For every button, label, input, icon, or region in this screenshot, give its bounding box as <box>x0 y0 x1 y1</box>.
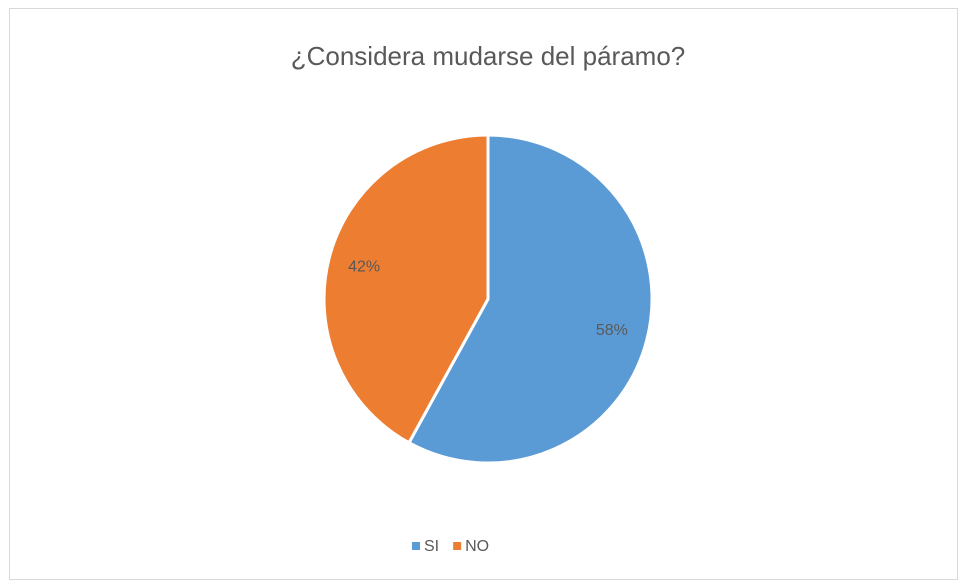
data-label: 42% <box>348 258 380 275</box>
legend-label: SI <box>424 538 439 555</box>
legend-label: NO <box>465 538 489 555</box>
chart-title: ¿Considera mudarse del páramo? <box>291 41 686 71</box>
legend-swatch <box>412 542 420 550</box>
pie-slice <box>322 133 490 445</box>
pie-slice <box>406 133 654 465</box>
data-label: 58% <box>596 322 628 339</box>
legend-swatch <box>453 542 462 550</box>
